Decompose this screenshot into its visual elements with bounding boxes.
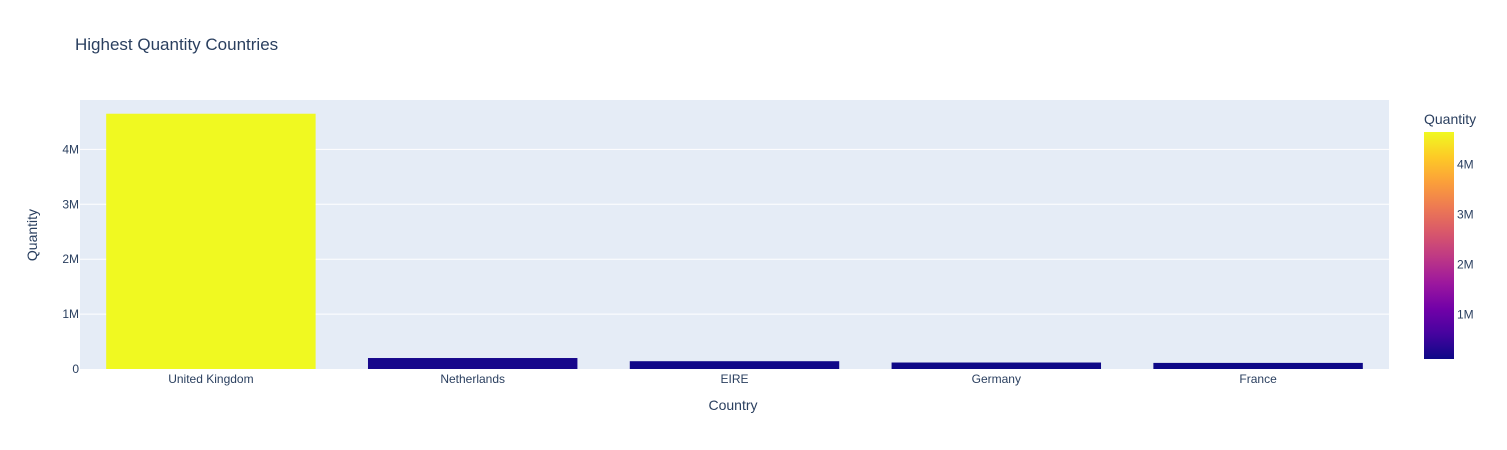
colorbar-tick-label: 4M (1457, 158, 1474, 172)
y-tick-label: 1M (62, 307, 79, 321)
colorbar-tick-label: 3M (1457, 208, 1474, 222)
x-tick-label: Germany (972, 372, 1021, 386)
bar-netherlands[interactable] (367, 358, 578, 369)
x-tick-label: France (1239, 372, 1277, 386)
x-tick-label: Netherlands (440, 372, 505, 386)
colorbar-ticks: 1M 2M 3M 4M (1457, 158, 1474, 322)
x-tick-label: EIRE (720, 372, 748, 386)
colorbar-title: Quantity (1424, 111, 1476, 127)
y-tick-label: 2M (62, 252, 79, 266)
x-axis-title: Country (708, 397, 757, 413)
y-tick-label: 0 (72, 362, 79, 376)
bar-france[interactable] (1153, 362, 1363, 369)
colorbar-tick-label: 1M (1457, 308, 1474, 322)
x-axis-ticks: United Kingdom Netherlands EIRE Germany Fran… (168, 372, 1277, 386)
bars (106, 113, 1363, 369)
y-axis-title: Quantity (24, 209, 40, 261)
bar-eire[interactable] (629, 361, 840, 369)
bar-germany[interactable] (891, 362, 1102, 369)
colorbar (1424, 132, 1454, 359)
x-tick-label: United Kingdom (168, 372, 253, 386)
chart-title: Highest Quantity Countries (75, 35, 278, 54)
y-axis-ticks: 0 1M 2M 3M 4M (62, 142, 79, 376)
y-tick-label: 3M (62, 197, 79, 211)
bar-united-kingdom[interactable] (106, 113, 316, 369)
colorbar-tick-label: 2M (1457, 258, 1474, 272)
y-tick-label: 4M (62, 142, 79, 156)
